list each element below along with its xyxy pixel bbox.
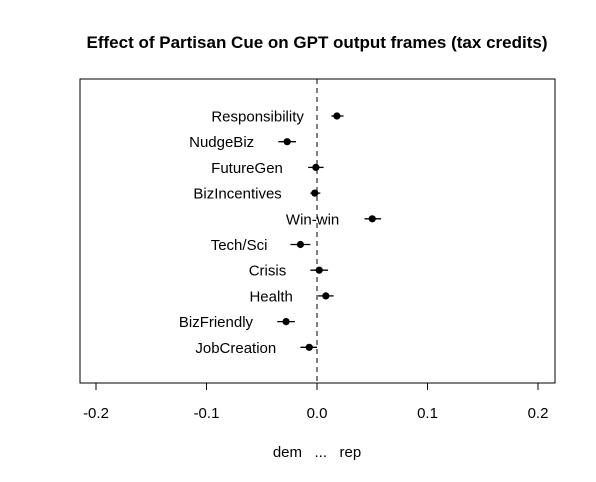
- x-tick-label: 0.1: [417, 405, 438, 422]
- category-label: Health: [249, 288, 292, 305]
- category-label: Crisis: [249, 263, 287, 280]
- x-tick-label: -0.1: [194, 405, 220, 422]
- estimates: Responsibility NudgeBiz FutureGen BizIncent…: [179, 109, 382, 357]
- point-estimate: [296, 240, 305, 249]
- point-estimate: [315, 266, 323, 274]
- category-label: Tech/Sci: [211, 237, 268, 254]
- point-estimate: [282, 318, 290, 326]
- x-tick-label: -0.2: [83, 405, 109, 422]
- category-label: BizFriendly: [179, 314, 254, 331]
- category-label: FutureGen: [211, 160, 283, 177]
- x-axis-label: dem ... rep: [273, 444, 361, 461]
- x-tick-label: 0.2: [528, 405, 549, 422]
- category-label: Responsibility: [211, 109, 304, 126]
- point-estimate: [305, 343, 313, 351]
- point-estimate: [312, 163, 320, 171]
- x-axis-ticks: -0.2 -0.1 0.0 0.1 0.2: [83, 383, 548, 422]
- category-label: NudgeBiz: [189, 134, 254, 151]
- point-estimate: [311, 189, 319, 197]
- category-label: JobCreation: [195, 340, 276, 357]
- point-estimate: [368, 215, 376, 223]
- chart-title: Effect of Partisan Cue on GPT output fra…: [87, 33, 548, 52]
- x-tick-label: 0.0: [307, 405, 328, 422]
- category-label: Win-win: [286, 211, 339, 228]
- point-estimate: [322, 292, 330, 300]
- point-estimate: [283, 138, 291, 146]
- point-estimate: [333, 112, 341, 120]
- category-label: BizIncentives: [193, 186, 281, 203]
